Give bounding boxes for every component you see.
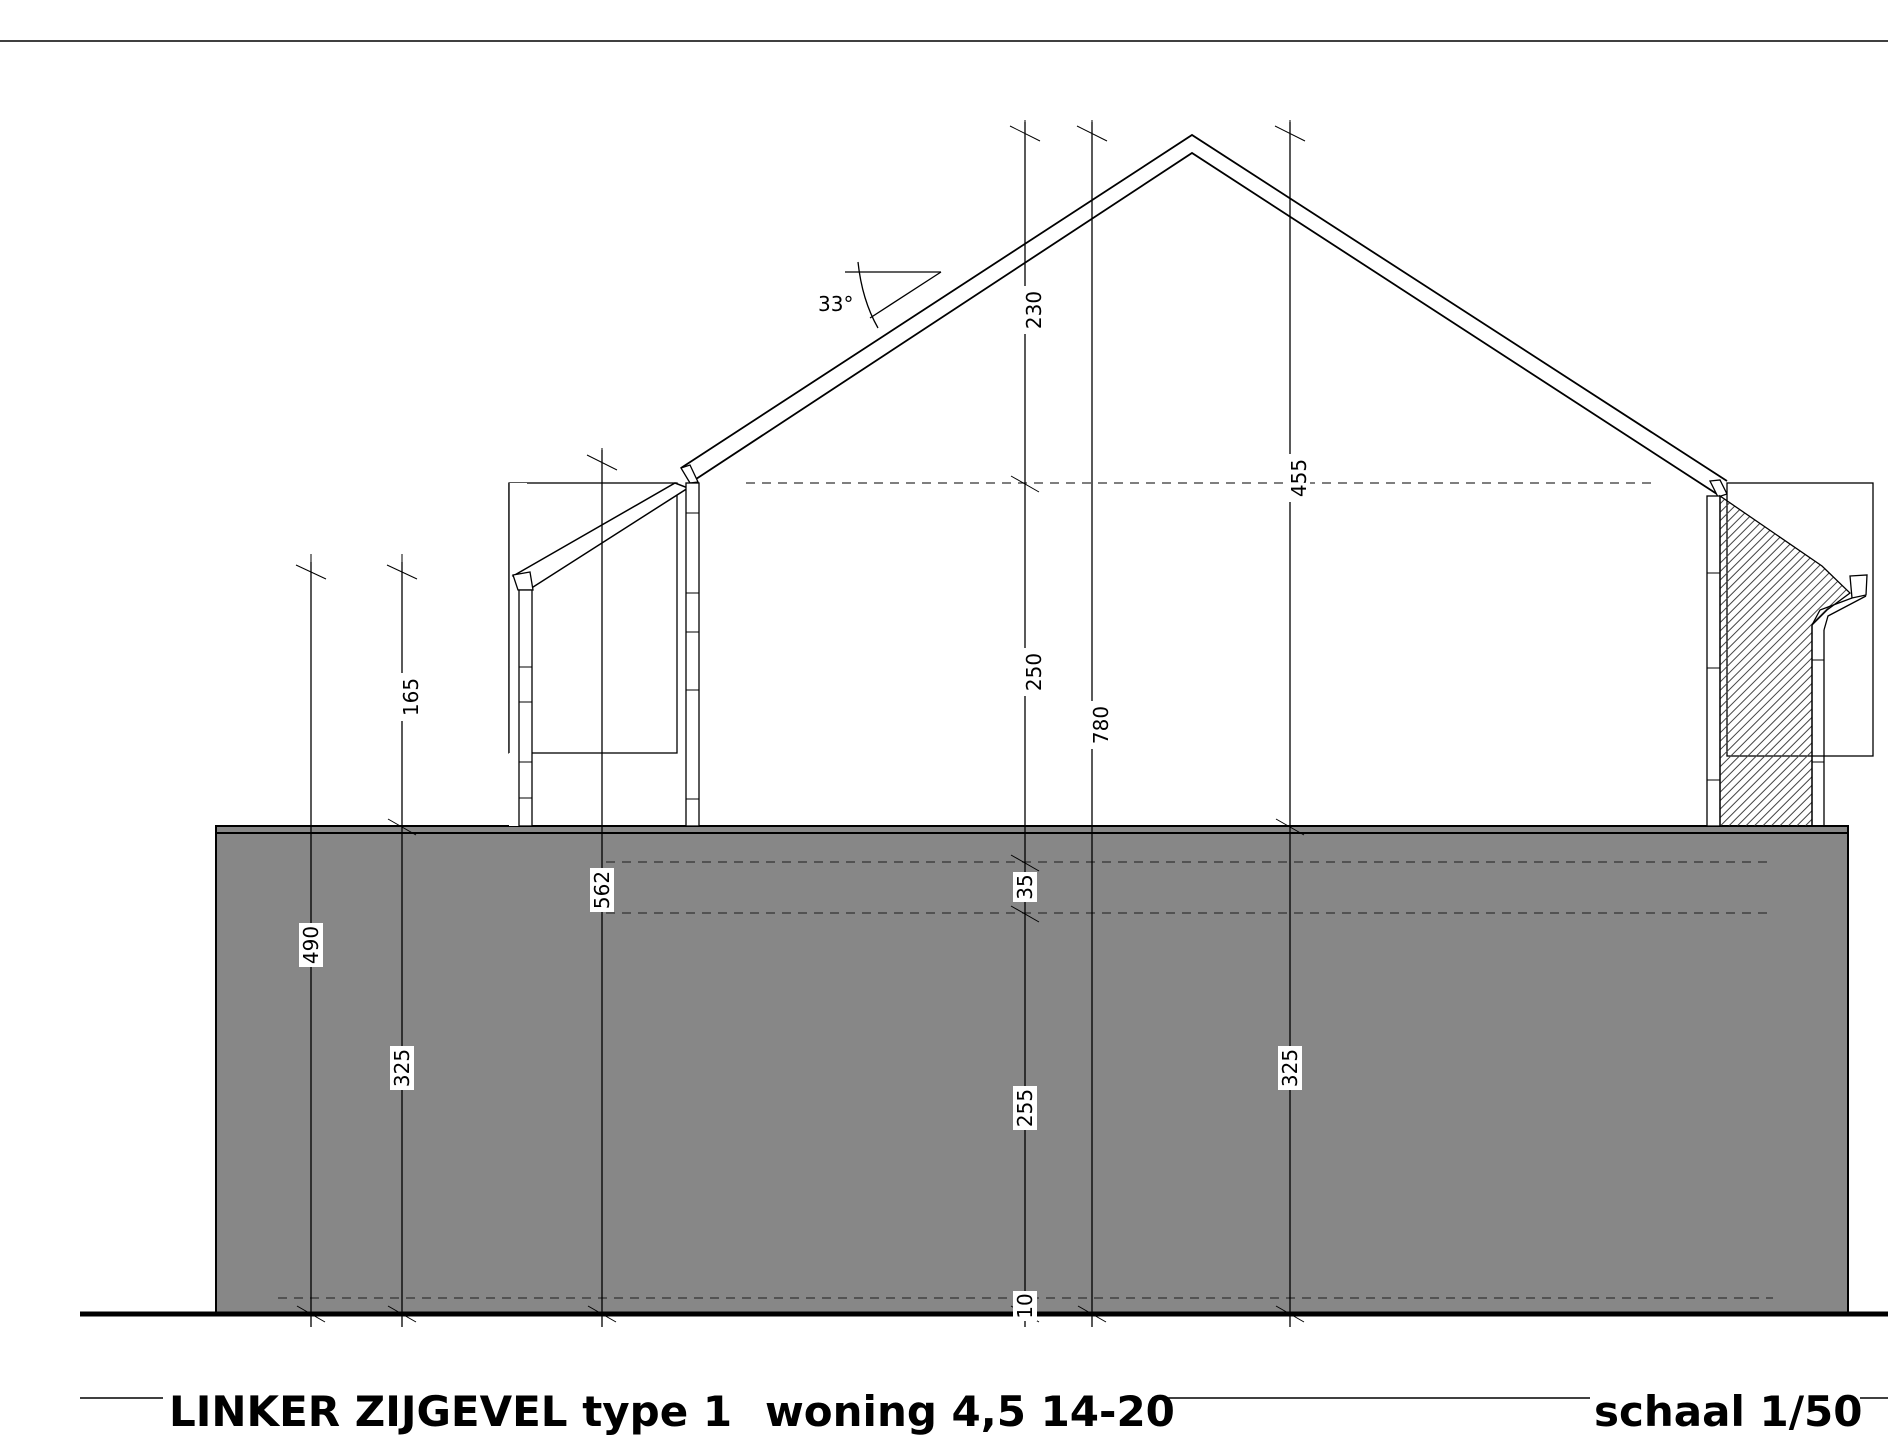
dim-label-255: 255 — [1013, 1089, 1037, 1127]
roof-eave-left — [680, 464, 699, 484]
main-roof — [680, 133, 1728, 498]
dim-label-250-group: 250 — [1021, 648, 1046, 696]
dim-label-35-group: 35 — [1013, 872, 1037, 902]
dim-label-10-group: 10 — [1013, 1291, 1037, 1321]
dim-label-165: 165 — [399, 678, 423, 716]
project-name: woning 4,5 14-20 — [765, 1387, 1175, 1436]
dim-label-250: 250 — [1022, 653, 1046, 691]
right-gutter — [1849, 574, 1868, 599]
dim-label-230-group: 230 — [1021, 286, 1046, 334]
dim-label-10: 10 — [1013, 1293, 1037, 1318]
dim-label-325-left-group: 325 — [390, 1046, 414, 1090]
drawing-title: LINKER ZIJGEVEL type 1 — [169, 1387, 732, 1436]
right-neighbour-section — [1719, 482, 1874, 827]
drawing-scale: schaal 1/50 — [1594, 1387, 1863, 1436]
dim-label-780-group: 780 — [1088, 701, 1113, 749]
dim-label-455-group: 455 — [1286, 454, 1311, 502]
roof-eave-right — [1708, 479, 1728, 498]
left-lean-to-post — [518, 589, 533, 827]
left-lean-to — [508, 482, 690, 827]
left-lean-to-gutter — [512, 571, 534, 591]
dim-label-35: 35 — [1013, 874, 1037, 899]
dim-label-165-group: 165 — [398, 673, 423, 721]
left-upper-wall — [685, 482, 700, 827]
title-block: LINKER ZIJGEVEL type 1 woning 4,5 14-20 … — [80, 1387, 1888, 1436]
left-lean-to-back — [508, 482, 678, 754]
dim-label-490: 490 — [299, 926, 323, 964]
hatched-wall — [1719, 494, 1852, 827]
dim-label-562-group: 562 — [590, 868, 614, 912]
dim-label-780: 780 — [1089, 706, 1113, 744]
dim-label-490-group: 490 — [299, 923, 323, 967]
dim-line-right — [1274, 120, 1306, 1327]
dim-label-325-left: 325 — [390, 1049, 414, 1087]
dim-label-562: 562 — [590, 871, 614, 909]
dim-label-325-right: 325 — [1278, 1049, 1302, 1087]
dim-label-325-right-group: 325 — [1278, 1046, 1302, 1090]
dim-label-455: 455 — [1287, 459, 1311, 497]
right-upper-wall — [1706, 495, 1721, 827]
dim-label-255-group: 255 — [1013, 1086, 1037, 1130]
roof-angle-indicator: 33° — [818, 261, 942, 329]
roof-angle-label: 33° — [818, 292, 853, 316]
dim-label-230: 230 — [1022, 291, 1046, 329]
